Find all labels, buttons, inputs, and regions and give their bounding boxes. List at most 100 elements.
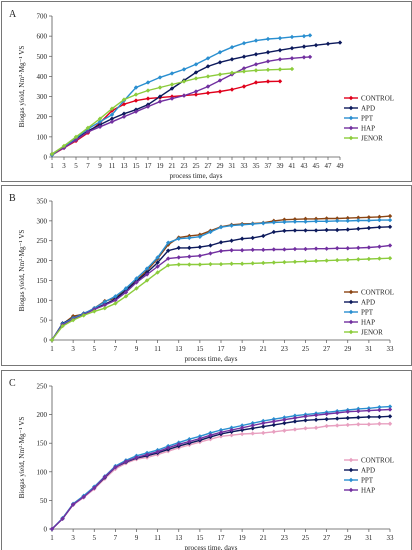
data-point (193, 76, 199, 81)
x-tick-label: 21 (260, 345, 268, 353)
data-point (356, 422, 361, 427)
y-axis-label: Biogas yield, Nm³·Mg⁻¹ VS (18, 417, 26, 499)
data-point (205, 56, 211, 61)
data-point (265, 59, 271, 64)
data-point (282, 417, 287, 422)
data-point (109, 112, 115, 117)
data-point (261, 221, 266, 226)
data-point (253, 52, 259, 57)
data-point (113, 294, 118, 299)
data-point (387, 217, 393, 223)
legend-label: JENOR (361, 329, 383, 337)
data-point (197, 436, 203, 441)
data-point (134, 280, 139, 285)
y-tick-label: 100 (37, 133, 48, 141)
data-point (102, 299, 108, 305)
data-point (218, 430, 224, 435)
x-tick-label: 27 (323, 345, 331, 353)
data-point (356, 218, 361, 223)
data-point (181, 79, 187, 84)
legend-label: HAP (361, 487, 375, 495)
data-point (250, 247, 255, 253)
y-tick-label: 300 (37, 93, 48, 101)
legend-label: APD (361, 299, 375, 307)
data-point (241, 84, 247, 89)
data-point (165, 263, 171, 268)
data-point (377, 244, 382, 249)
data-point (208, 430, 213, 436)
data-point (218, 427, 224, 433)
data-point (229, 432, 234, 438)
legend-item: APD (344, 105, 375, 113)
data-point (197, 253, 203, 259)
data-point (303, 246, 308, 252)
data-point (356, 408, 361, 414)
data-point (187, 235, 192, 241)
data-point (144, 266, 150, 271)
data-point (261, 430, 266, 436)
x-tick-label: 11 (154, 534, 161, 542)
data-point (85, 125, 91, 130)
data-point (313, 219, 319, 224)
data-point (145, 88, 151, 93)
data-point (377, 404, 382, 410)
data-point (261, 233, 266, 239)
data-point (366, 225, 372, 231)
data-point (176, 245, 181, 251)
data-point (109, 119, 115, 124)
data-point (109, 116, 115, 121)
data-point (377, 217, 382, 223)
data-point (217, 78, 223, 83)
data-point (292, 415, 298, 421)
x-tick-label: 33 (241, 162, 249, 170)
panel-label: C (9, 378, 16, 389)
x-tick-label: 23 (181, 162, 189, 170)
series-hap (49, 243, 393, 343)
data-point (387, 243, 393, 248)
data-point (60, 323, 65, 329)
data-point (155, 260, 160, 265)
data-point (239, 222, 245, 228)
x-tick-label: 9 (135, 345, 139, 353)
data-point (265, 36, 271, 42)
data-point (218, 225, 224, 230)
data-point (208, 229, 213, 235)
legend-label: CONTROL (361, 289, 394, 297)
data-point (229, 223, 234, 228)
data-point (366, 218, 372, 223)
y-axis-label: Biogas yield, Nm³·Mg⁻¹ VS (18, 230, 26, 312)
data-point (265, 79, 271, 84)
data-point (313, 228, 319, 233)
data-point (261, 420, 266, 426)
y-tick-label: 50 (40, 317, 48, 325)
data-point (387, 407, 393, 412)
data-point (282, 217, 287, 222)
data-point (193, 89, 199, 94)
data-point (250, 431, 255, 436)
data-point (313, 216, 319, 222)
data-point (49, 151, 55, 157)
x-tick-label: 49 (337, 162, 345, 170)
x-tick-label: 5 (74, 162, 78, 170)
data-point (217, 60, 223, 65)
data-point (155, 264, 160, 269)
x-tick-label: 17 (145, 162, 153, 170)
data-point (345, 218, 350, 224)
legend-item: HAP (344, 319, 375, 327)
data-point (356, 415, 361, 420)
data-point (366, 215, 372, 220)
data-point (144, 278, 150, 283)
x-tick-label: 11 (109, 162, 116, 170)
data-point (97, 124, 103, 129)
data-point (165, 445, 171, 450)
x-tick-label: 15 (133, 162, 141, 170)
data-point (181, 93, 187, 98)
data-point (197, 434, 203, 439)
y-tick-label: 500 (37, 53, 48, 61)
data-point (366, 408, 372, 413)
data-point (250, 261, 255, 266)
data-point (271, 422, 277, 428)
y-axis-label: Biogas yield, Nm³·Mg⁻¹ VS (18, 46, 26, 128)
data-point (229, 45, 235, 50)
